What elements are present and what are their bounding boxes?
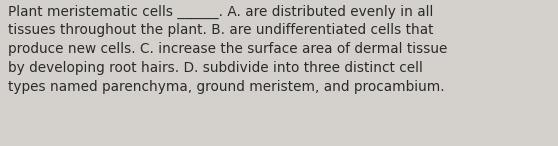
Text: Plant meristematic cells ______. A. are distributed evenly in all
tissues throug: Plant meristematic cells ______. A. are …: [8, 4, 448, 94]
